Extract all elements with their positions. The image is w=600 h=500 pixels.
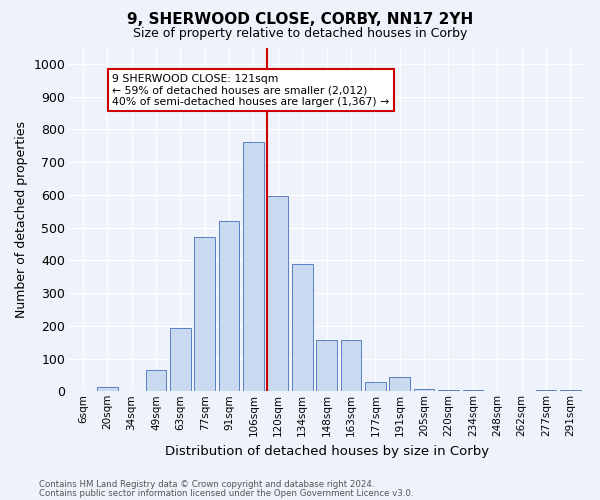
Bar: [292, 264, 313, 392]
Text: Contains public sector information licensed under the Open Government Licence v3: Contains public sector information licen…: [39, 489, 413, 498]
Bar: [146, 370, 166, 392]
Bar: [389, 377, 410, 392]
Text: 9 SHERWOOD CLOSE: 121sqm
← 59% of detached houses are smaller (2,012)
40% of sem: 9 SHERWOOD CLOSE: 121sqm ← 59% of detach…: [112, 74, 389, 107]
X-axis label: Distribution of detached houses by size in Corby: Distribution of detached houses by size …: [164, 444, 488, 458]
Bar: [316, 340, 337, 392]
Bar: [170, 328, 191, 392]
Bar: [268, 196, 288, 392]
Bar: [365, 382, 386, 392]
Bar: [341, 340, 361, 392]
Bar: [97, 387, 118, 392]
Bar: [243, 142, 264, 392]
Text: Size of property relative to detached houses in Corby: Size of property relative to detached ho…: [133, 28, 467, 40]
Y-axis label: Number of detached properties: Number of detached properties: [15, 121, 28, 318]
Bar: [560, 390, 581, 392]
Text: Contains HM Land Registry data © Crown copyright and database right 2024.: Contains HM Land Registry data © Crown c…: [39, 480, 374, 489]
Bar: [438, 390, 459, 392]
Text: 9, SHERWOOD CLOSE, CORBY, NN17 2YH: 9, SHERWOOD CLOSE, CORBY, NN17 2YH: [127, 12, 473, 28]
Bar: [536, 390, 556, 392]
Bar: [194, 238, 215, 392]
Bar: [219, 221, 239, 392]
Bar: [414, 389, 434, 392]
Bar: [463, 390, 483, 392]
